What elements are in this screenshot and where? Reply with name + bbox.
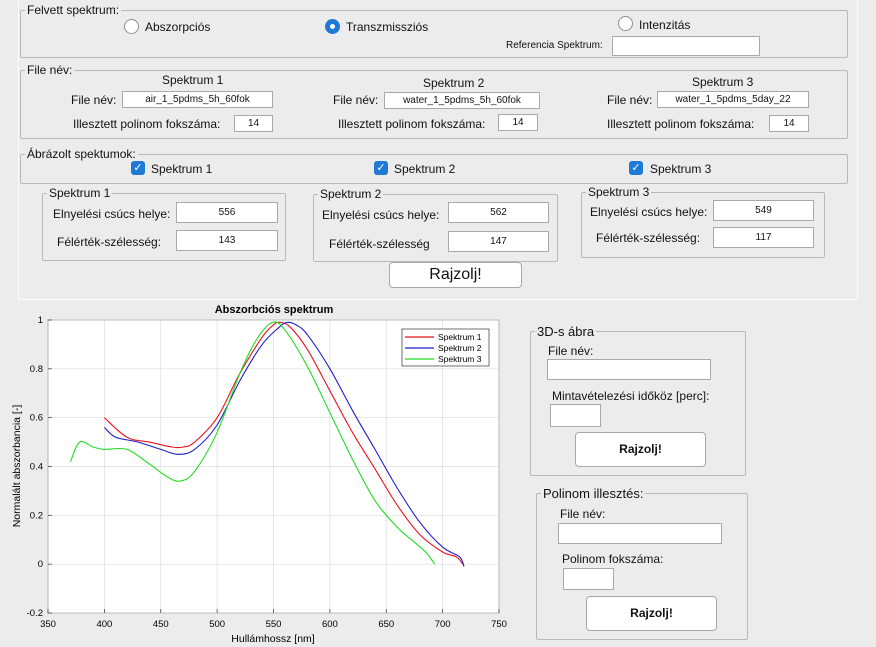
x-tick-label: 400 (96, 619, 112, 630)
radio-intensity[interactable] (618, 16, 633, 31)
result-panel-spectrum2: Spektrum 2 (313, 187, 558, 262)
peak-position-value-3[interactable]: 549 (713, 200, 814, 221)
legend-label-spectrum2: Spektrum 2 (438, 343, 482, 353)
peak-position-label-2: Elnyelési csúcs helye: (322, 208, 440, 222)
spectrum1-poly-label: Illesztett polinom fokszáma: (73, 117, 221, 131)
top-section-border (18, 0, 858, 300)
polyfit-panel: Polinom illesztés: (536, 486, 748, 640)
y-tick-label: 0.6 (30, 413, 43, 424)
peak-position-label-3: Elnyelési csúcs helye: (590, 205, 708, 219)
polyfit-file-label: File név: (560, 507, 606, 521)
plot3d-file-label: File név: (548, 344, 594, 358)
spectrum1-file-title: Spektrum 1 (162, 73, 224, 87)
spectrum3-poly-input[interactable]: 14 (769, 115, 809, 132)
plot3d-draw-button[interactable]: Rajzolj! (575, 432, 706, 467)
y-tick-label: 0 (38, 559, 43, 570)
x-axis-label: Hullámhossz [nm] (231, 633, 315, 645)
plot3d-legend: 3D-s ábra (537, 324, 595, 339)
plot3d-interval-label: Mintavételezési időköz [perc]: (552, 389, 710, 403)
spectrum3-file-title: Spektrum 3 (692, 75, 754, 89)
axis-ticks: 350 400 450 500 550 600 650 700 750 -0.2 0 0.2 0.4 0.… (27, 315, 507, 630)
spectrum2-file-input[interactable]: water_1_5pdms_5h_60fok (384, 92, 540, 109)
spectrum1-poly-input[interactable]: 14 (234, 115, 273, 132)
chart-legend: Spektrum 1 Spektrum 2 Spektrum 3 (401, 328, 490, 367)
spectrum-type-panel: Felvett spektrum: (20, 3, 848, 58)
file-name-panel: File név: (20, 63, 848, 139)
spectrum1-file-input[interactable]: air_1_5pdms_5h_60fok (122, 91, 273, 108)
grid-lines (47, 319, 500, 614)
spectrum2-file-label: File név: (333, 93, 379, 107)
peak-position-value-1[interactable]: 556 (176, 202, 278, 223)
polyfit-legend: Polinom illesztés: (543, 486, 644, 501)
spectrum3-poly-label: Illesztett polinom fokszáma: (607, 117, 755, 131)
plot-spectrum2-checkbox[interactable]: ✓ (374, 161, 388, 175)
spectrum-type-legend: Felvett spektrum: (27, 3, 120, 17)
absorption-chart: Abszorbciós spektrum 350 400 450 500 550 600 6… (11, 304, 507, 645)
x-tick-label: 350 (40, 619, 56, 630)
series-line-spectrum2 (104, 321, 465, 567)
result-panel-spectrum1-title: Spektrum 1 (49, 186, 111, 200)
fwhm-value-2[interactable]: 147 (448, 231, 549, 252)
x-tick-label: 450 (153, 619, 169, 630)
spectrum2-poly-input[interactable]: 14 (498, 114, 538, 131)
result-panel-spectrum2-title: Spektrum 2 (320, 187, 382, 201)
plot3d-panel: 3D-s ábra (530, 324, 746, 476)
radio-absorption[interactable] (124, 19, 139, 34)
fwhm-label-3: Félérték-szélesség: (596, 231, 701, 245)
y-axis-label: Normalált abszorbancia [-] (11, 405, 23, 528)
plot3d-interval-input[interactable] (550, 404, 601, 427)
plot3d-file-input[interactable] (547, 359, 711, 380)
y-tick-label: -0.2 (27, 608, 43, 619)
series-line-spectrum1 (104, 321, 464, 565)
plotted-spectra-legend: Ábrázolt spektumok: (27, 147, 136, 161)
fwhm-value-1[interactable]: 143 (176, 230, 278, 251)
x-tick-label: 650 (378, 619, 394, 630)
spectrum3-file-input[interactable]: water_1_5pdms_5day_22 (657, 91, 809, 108)
spectrum2-poly-label: Illesztett polinom fokszáma: (338, 117, 486, 131)
plot-spectrum2-label[interactable]: Spektrum 2 (394, 162, 456, 176)
polyfit-draw-button[interactable]: Rajzolj! (586, 596, 717, 631)
x-tick-label: 600 (322, 619, 338, 630)
series-lines (69, 321, 465, 567)
polyfit-file-input[interactable] (558, 523, 722, 544)
radio-transmission[interactable] (325, 19, 340, 34)
x-tick-label: 550 (266, 619, 282, 630)
reference-spectrum-input[interactable] (612, 36, 760, 56)
file-name-legend: File név: (27, 63, 73, 77)
plot-spectrum1-checkbox[interactable]: ✓ (131, 161, 145, 175)
fwhm-label-2: Félérték-szélesség (329, 237, 430, 251)
plot-spectrum3-label[interactable]: Spektrum 3 (650, 162, 712, 176)
y-tick-label: 0.2 (30, 510, 43, 521)
polyfit-order-input[interactable] (563, 568, 614, 590)
y-tick-label: 0.8 (30, 364, 43, 375)
legend-label-spectrum3: Spektrum 3 (438, 354, 482, 364)
spectrum3-file-label: File név: (607, 93, 653, 107)
x-tick-label: 700 (435, 619, 451, 630)
spectrum1-file-label: File név: (71, 93, 117, 107)
draw-main-button[interactable]: Rajzolj! (389, 262, 522, 288)
peak-position-value-2[interactable]: 562 (448, 202, 549, 223)
y-tick-label: 0.4 (30, 462, 43, 473)
y-tick-label: 1 (38, 315, 43, 326)
chart-title: Abszorbciós spektrum (215, 304, 334, 316)
peak-position-label-1: Elnyelési csúcs helye: (53, 207, 171, 221)
radio-absorption-label[interactable]: Abszorpciós (145, 20, 211, 34)
radio-intensity-label[interactable]: Intenzitás (639, 18, 691, 32)
series-line-spectrum3 (69, 321, 436, 565)
x-tick-label: 500 (209, 619, 225, 630)
result-panel-spectrum1: Spektrum 1 (42, 186, 286, 261)
fwhm-value-3[interactable]: 117 (713, 227, 814, 248)
result-panel-spectrum3: Spektrum 3 (581, 185, 825, 258)
result-panel-spectrum3-title: Spektrum 3 (588, 185, 650, 199)
spectrum2-file-title: Spektrum 2 (423, 76, 485, 90)
radio-transmission-label[interactable]: Transzmissziós (346, 20, 429, 34)
x-tick-label: 750 (491, 619, 507, 630)
plot-spectrum3-checkbox[interactable]: ✓ (629, 161, 643, 175)
reference-spectrum-label: Referencia Spektrum: (506, 40, 603, 51)
plotted-spectra-panel: Ábrázolt spektumok: (20, 147, 848, 184)
plot-spectrum1-label[interactable]: Spektrum 1 (151, 162, 213, 176)
polyfit-order-label: Polinom fokszáma: (562, 552, 664, 566)
legend-label-spectrum1: Spektrum 1 (438, 332, 482, 342)
fwhm-label-1: Félérték-szélesség: (57, 235, 162, 249)
